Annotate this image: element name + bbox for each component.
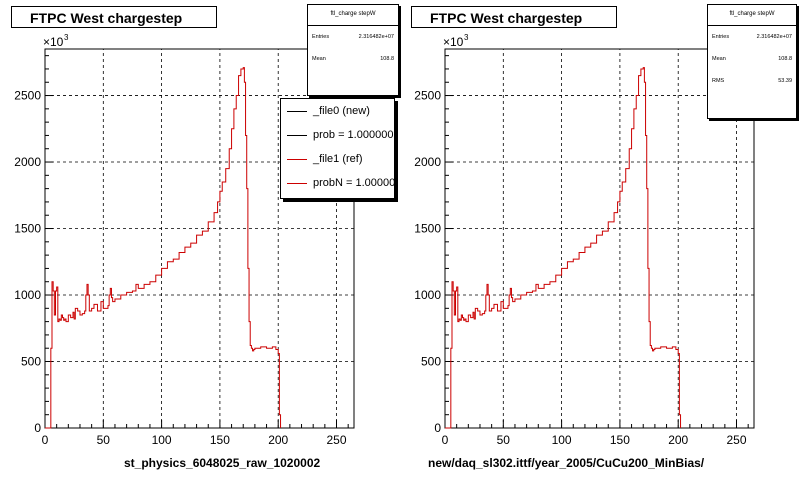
x-tick-label: 200 xyxy=(668,433,688,447)
y-tick-label: 1500 xyxy=(414,222,441,236)
x-tick-label: 100 xyxy=(552,433,572,447)
stats-rms-label: RMS xyxy=(712,78,725,84)
legend-label: _file1 (ref) xyxy=(313,153,363,165)
stats-mean-label: Mean xyxy=(312,56,326,62)
y-multiplier-exponent: 3 xyxy=(64,33,69,42)
legend-swatch xyxy=(287,182,307,184)
chart-panel-right: 0 50 100 150 200 250 0 500 1000 1500 2000 2500 ×10 3 … xyxy=(400,0,800,480)
x-tick-label: 0 xyxy=(442,433,449,447)
chart-title: FTPC West chargestep xyxy=(11,6,217,28)
y-tick-label: 2000 xyxy=(14,155,41,169)
stats-mean-value: 108.8 xyxy=(380,56,394,62)
stats-box: ftl_charge stepW Entries 2.316482e+07 Me… xyxy=(707,4,797,119)
y-multiplier: ×10 xyxy=(43,35,64,49)
x-tick-label: 0 xyxy=(42,433,49,447)
series-line xyxy=(445,67,682,429)
legend-label: probN = 1.000000 xyxy=(313,177,395,189)
legend: _file0 (new) prob = 1.000000 _file1 (ref… xyxy=(280,98,395,199)
plot-frame xyxy=(44,48,355,429)
stats-row-mean: Mean 108.8 xyxy=(708,48,796,70)
legend-swatch xyxy=(287,134,307,136)
legend-label: _file0 (new) xyxy=(313,105,370,117)
x-axis-title: st_physics_6048025_raw_1020002 xyxy=(124,456,321,470)
stats-row-rms: RMS 53.39 xyxy=(708,70,796,92)
y-tick-label: 1500 xyxy=(14,222,41,236)
legend-swatch xyxy=(287,158,307,160)
x-tick-label: 50 xyxy=(497,433,511,447)
y-tick-label: 500 xyxy=(21,355,41,369)
y-tick-label: 0 xyxy=(434,421,441,435)
legend-entry: probN = 1.000000 xyxy=(281,171,395,195)
stats-name: ftl_charge stepW xyxy=(708,5,796,26)
x-tick-label: 100 xyxy=(152,433,172,447)
stats-row-entries: Entries 2.316482e+07 xyxy=(708,26,796,48)
legend-entry: _file1 (ref) xyxy=(281,147,363,171)
stats-rms-value: 53.39 xyxy=(778,78,792,84)
y-tick-label: 500 xyxy=(421,355,441,369)
y-tick-label: 0 xyxy=(34,421,41,435)
series-line xyxy=(45,67,282,429)
stats-mean-label: Mean xyxy=(712,56,726,62)
legend-swatch xyxy=(287,110,307,112)
legend-entry: prob = 1.000000 xyxy=(281,123,393,147)
x-tick-label: 200 xyxy=(268,433,288,447)
x-tick-label: 150 xyxy=(610,433,630,447)
y-tick-label: 2500 xyxy=(414,89,441,103)
stats-row-mean: Mean 108.8 xyxy=(308,48,398,70)
legend-label: prob = 1.000000 xyxy=(313,129,394,141)
x-tick-label: 150 xyxy=(210,433,230,447)
stats-entries-value: 2.316482e+07 xyxy=(358,34,394,40)
y-tick-label: 2500 xyxy=(14,89,41,103)
x-tick-label: 250 xyxy=(726,433,746,447)
y-multiplier-exponent: 3 xyxy=(464,33,469,42)
stats-entries-value: 2.316482e+07 xyxy=(756,34,792,40)
stats-name: ftl_charge stepW xyxy=(308,5,398,26)
stats-entries-label: Entries xyxy=(312,34,330,40)
y-tick-label: 1000 xyxy=(414,288,441,302)
stats-row-entries: Entries 2.316482e+07 xyxy=(308,26,398,48)
stats-mean-value: 108.8 xyxy=(778,56,792,62)
legend-entry: _file0 (new) xyxy=(281,99,370,123)
x-tick-label: 50 xyxy=(97,433,111,447)
stats-box: ftl_charge stepW Entries 2.316482e+07 Me… xyxy=(307,4,399,96)
stats-entries-label: Entries xyxy=(712,34,730,40)
y-multiplier: ×10 xyxy=(443,35,464,49)
y-tick-label: 1000 xyxy=(14,288,41,302)
y-tick-label: 2000 xyxy=(414,155,441,169)
chart-panel-left: 0 50 100 150 200 250 0 500 1000 1500 2000 2500 ×10 3 … xyxy=(11,4,399,470)
chart-title: FTPC West chargestep xyxy=(411,6,617,28)
x-axis-title: new/daq_sl302.ittf/year_2005/CuCu200_Min… xyxy=(428,456,705,470)
plot-frame xyxy=(444,48,755,429)
x-tick-label: 250 xyxy=(326,433,346,447)
